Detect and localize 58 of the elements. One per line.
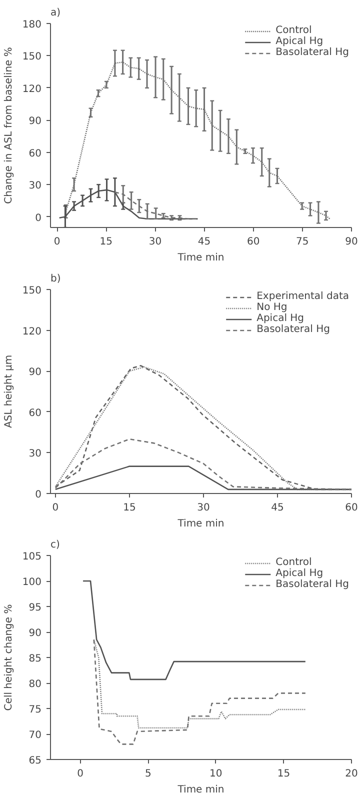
y-tick-label: 95 xyxy=(28,602,42,614)
y-tick-label: 150 xyxy=(22,286,42,296)
y-tick-label: 65 xyxy=(28,756,42,766)
legend-label: Control xyxy=(276,25,312,36)
y-axis-title: Change in ASL from baseline % xyxy=(3,47,14,204)
x-tick-label: 15 xyxy=(123,502,136,514)
y-tick-label: 0 xyxy=(35,490,42,500)
legend-label: Apical Hg xyxy=(276,568,324,579)
x-tick-label: 10 xyxy=(210,768,222,780)
y-tick-label: 70 xyxy=(28,730,42,741)
y-tick-label: 60 xyxy=(28,148,42,160)
y-tick-label: 180 xyxy=(22,20,42,30)
x-tick-label: 0 xyxy=(54,236,60,248)
legend-label: Apical Hg xyxy=(276,36,324,47)
x-tick-label: 30 xyxy=(148,236,162,248)
y-tick-label: 105 xyxy=(22,552,42,562)
legend-label: Control xyxy=(276,557,312,568)
y-tick-label: 90 xyxy=(28,367,42,378)
x-tick-label: 60 xyxy=(345,502,358,514)
x-axis-title: Time min xyxy=(176,518,224,530)
legend-label: Basolateral Hg xyxy=(276,47,349,58)
x-tick-label: 60 xyxy=(246,236,260,248)
x-tick-label: 0 xyxy=(52,502,59,514)
y-axis-title: ASL height µm xyxy=(3,354,14,428)
y-tick-label: 120 xyxy=(22,84,42,95)
x-tick-label: 90 xyxy=(345,236,358,248)
legend-label: No Hg xyxy=(256,302,288,313)
chart-title: a) xyxy=(50,8,61,18)
y-tick-label: 30 xyxy=(28,180,42,192)
x-axis-title: Time min xyxy=(176,252,224,264)
chart-title: b) xyxy=(50,274,61,284)
y-tick-label: 80 xyxy=(28,679,42,690)
chart-title: c) xyxy=(50,540,60,550)
x-tick-label: 45 xyxy=(271,502,284,514)
y-tick-label: 85 xyxy=(28,654,42,664)
legend-label: Basolateral Hg xyxy=(276,579,349,590)
y-tick-label: 120 xyxy=(22,326,42,338)
y-tick-label: 0 xyxy=(35,212,42,224)
x-tick-label: 20 xyxy=(345,768,358,780)
x-tick-label: 75 xyxy=(296,236,309,248)
legend-label: Basolateral Hg xyxy=(256,324,330,335)
y-tick-label: 100 xyxy=(22,577,42,588)
x-tick-label: 45 xyxy=(198,236,211,248)
y-axis-title: Cell height change % xyxy=(3,604,14,711)
y-tick-label: 75 xyxy=(28,704,42,716)
x-tick-label: 15 xyxy=(277,768,290,780)
x-axis-title: Time min xyxy=(176,784,224,796)
y-tick-label: 90 xyxy=(28,628,42,639)
y-tick-label: 60 xyxy=(28,408,42,419)
x-tick-label: 5 xyxy=(144,768,152,780)
legend-label: Apical Hg xyxy=(256,313,304,324)
x-tick-label: 30 xyxy=(197,502,210,514)
y-tick-label: 150 xyxy=(22,52,42,63)
legend-label: Experimental data xyxy=(256,291,349,302)
x-tick-label: 15 xyxy=(100,236,112,248)
x-tick-label: 0 xyxy=(77,768,84,780)
y-tick-label: 30 xyxy=(28,448,42,460)
y-tick-label: 90 xyxy=(28,116,42,128)
